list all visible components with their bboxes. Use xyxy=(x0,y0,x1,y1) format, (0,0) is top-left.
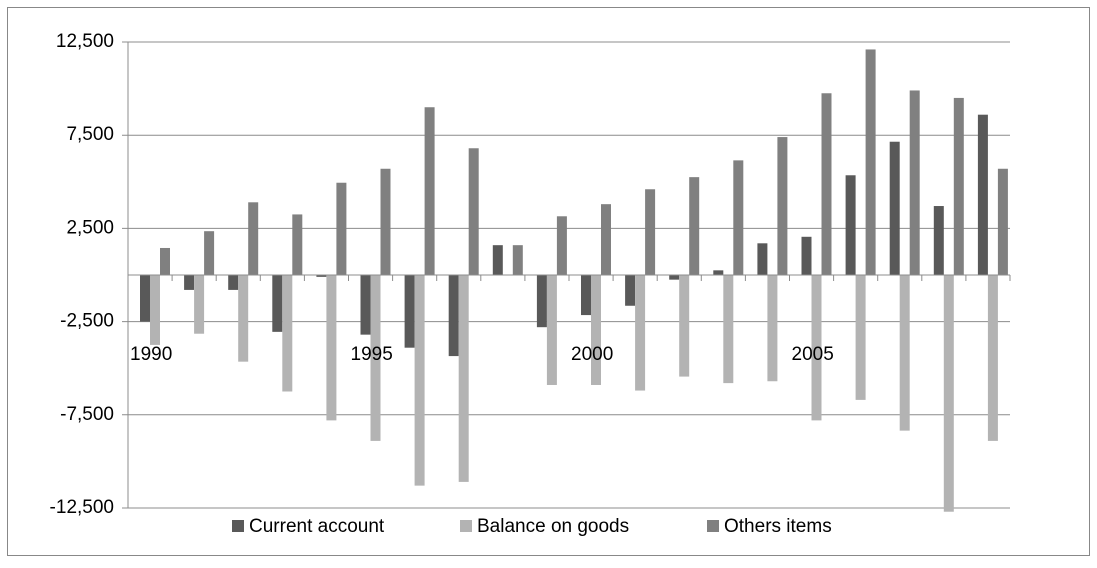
legend-swatch xyxy=(232,520,244,532)
bar xyxy=(977,114,988,275)
legend-label: Current account xyxy=(249,516,385,537)
bar xyxy=(953,97,964,275)
bar xyxy=(635,275,646,391)
bar xyxy=(801,236,812,275)
bar xyxy=(184,275,195,290)
bar xyxy=(204,231,215,275)
bar xyxy=(645,189,656,275)
bar xyxy=(458,275,469,482)
bar xyxy=(556,216,567,275)
bar xyxy=(316,275,327,277)
bar xyxy=(899,275,910,431)
bar xyxy=(326,275,337,421)
bar xyxy=(380,168,391,275)
bar xyxy=(601,204,611,275)
y-tick-label: -7,500 xyxy=(60,404,114,425)
bar xyxy=(292,214,303,275)
bar xyxy=(855,275,866,400)
bar xyxy=(194,275,205,334)
legend-swatch xyxy=(460,520,472,532)
y-tick-label: -12,500 xyxy=(50,497,114,518)
bar xyxy=(845,175,856,275)
bar xyxy=(336,182,347,275)
bar xyxy=(889,141,900,275)
y-tick-label: -2,500 xyxy=(60,311,114,332)
bar xyxy=(865,49,876,276)
bar xyxy=(272,275,283,332)
bar xyxy=(811,275,822,421)
bar xyxy=(468,148,479,275)
bar xyxy=(933,206,944,275)
bar xyxy=(625,275,636,306)
bar xyxy=(679,275,690,377)
legend-label: Balance on goods xyxy=(477,516,629,537)
bar xyxy=(997,168,1008,275)
bar xyxy=(777,137,788,275)
bar xyxy=(424,107,435,276)
bar xyxy=(591,275,601,385)
bar xyxy=(713,270,724,275)
bar xyxy=(492,245,503,275)
bar xyxy=(733,160,744,275)
bar xyxy=(689,177,700,275)
bar xyxy=(512,245,523,275)
y-tick-label: 7,500 xyxy=(66,124,114,145)
bar xyxy=(536,275,547,328)
bar xyxy=(546,275,557,385)
bar xyxy=(909,90,920,276)
bar xyxy=(228,275,239,290)
bar xyxy=(821,93,832,275)
bar xyxy=(987,275,998,441)
bar xyxy=(414,275,425,486)
bar xyxy=(757,243,768,275)
legend-swatch xyxy=(707,520,719,532)
y-tick-label: 12,500 xyxy=(56,31,114,52)
x-tick-label: 1990 xyxy=(130,344,172,365)
bar xyxy=(140,275,150,322)
bar xyxy=(581,275,591,316)
x-tick-label: 2000 xyxy=(571,344,613,365)
bar xyxy=(448,275,459,357)
x-tick-label: 2005 xyxy=(792,344,834,365)
bar xyxy=(248,202,259,275)
x-tick-label: 1995 xyxy=(351,344,393,365)
bar xyxy=(767,275,778,382)
bar xyxy=(370,275,381,441)
bar xyxy=(150,275,160,345)
bar xyxy=(282,275,293,392)
y-tick-label: 2,500 xyxy=(66,217,114,238)
bar xyxy=(238,275,249,362)
bar xyxy=(404,275,415,348)
bar xyxy=(669,275,680,280)
legend-label: Others items xyxy=(724,516,832,537)
bar xyxy=(723,275,734,384)
bar xyxy=(943,275,954,512)
bar xyxy=(360,275,371,335)
bar xyxy=(160,247,170,275)
